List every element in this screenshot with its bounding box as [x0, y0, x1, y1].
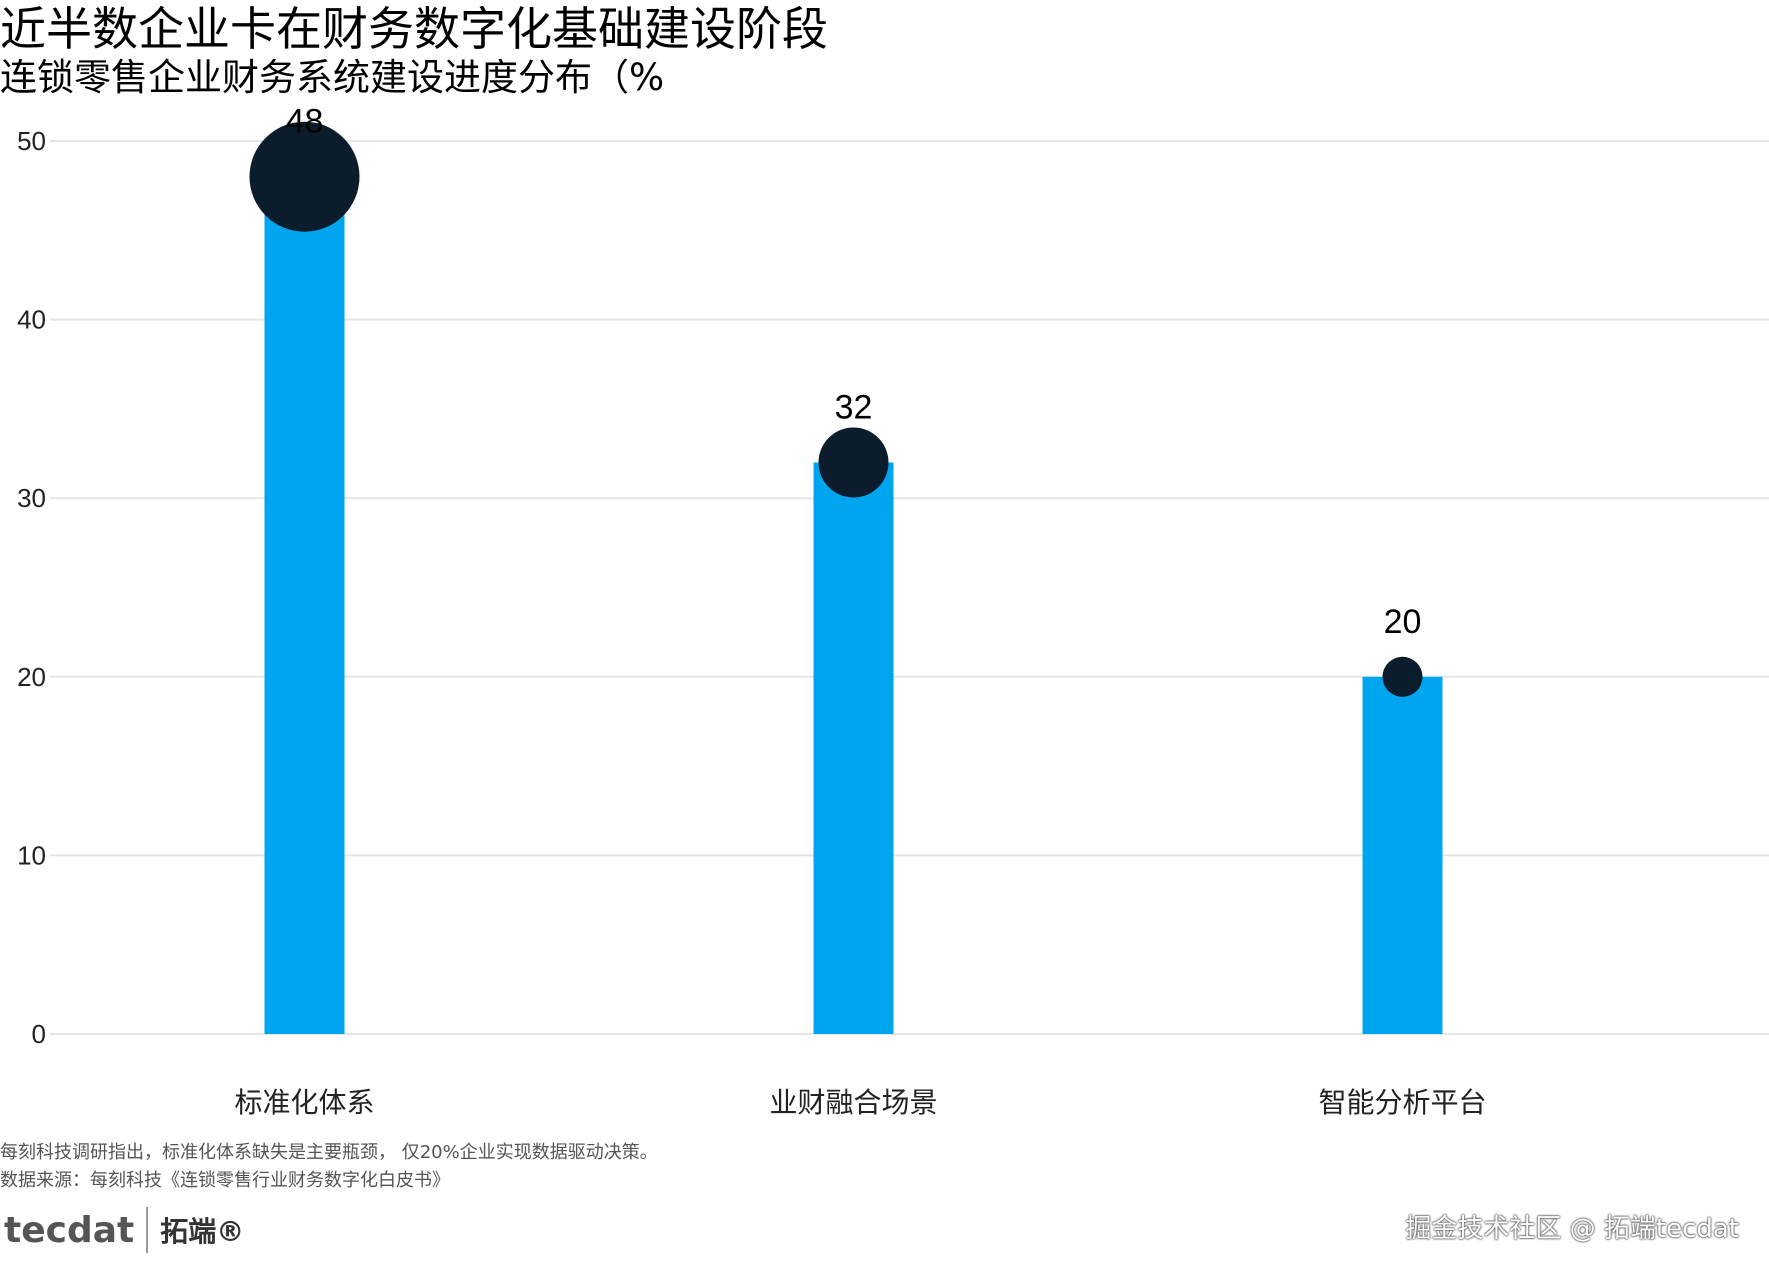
- x-category-label: 标准化体系: [234, 1086, 374, 1119]
- x-category-label: 业财融合场景: [769, 1086, 937, 1119]
- data-labels: 48 32 20: [286, 103, 1422, 641]
- markers: [249, 121, 1423, 697]
- bar-marker: [249, 121, 360, 232]
- data-label: 32: [835, 388, 873, 426]
- bar-marker: [1382, 656, 1423, 697]
- logo-cn-text: 拓端®: [160, 1215, 245, 1248]
- footnote: 每刻科技调研指出，标准化体系缺失是主要瓶颈， 仅20%企业实现数据驱动决策。: [0, 1142, 658, 1163]
- chart-subtitle: 连锁零售企业财务系统建设进度分布（%: [0, 56, 665, 99]
- tecdat-logo-icon: tecdat: [0, 1205, 134, 1264]
- y-tick-label: 10: [17, 840, 46, 870]
- data-label: 48: [286, 103, 324, 141]
- brand-logo: tecdat 拓端®: [0, 1198, 245, 1264]
- bar-chart: 0 10 20 30 40 50 48 32 20 标准化体系 业财融合场景 智能分析平台: [17, 103, 1769, 1119]
- bar: [264, 176, 345, 1035]
- y-axis-ticks: 0 10 20 30 40 50: [17, 126, 46, 1049]
- data-label: 20: [1384, 603, 1422, 641]
- logo-divider: [146, 1207, 149, 1253]
- bars: [264, 176, 1443, 1035]
- bar: [813, 462, 894, 1035]
- chart-title: 近半数企业卡在财务数字化基础建设阶段: [0, 2, 828, 56]
- y-tick-label: 50: [17, 126, 46, 156]
- x-category-label: 智能分析平台: [1318, 1086, 1486, 1119]
- source-note: 数据来源：每刻科技《连锁零售行业财务数字化白皮书》: [0, 1170, 450, 1191]
- bar-marker: [818, 427, 889, 498]
- y-tick-label: 30: [17, 483, 46, 513]
- bar: [1362, 676, 1443, 1034]
- y-tick-label: 40: [17, 305, 46, 335]
- y-tick-label: 20: [17, 662, 46, 692]
- watermark: 掘金技术社区 @ 拓端tecdat: [1405, 1214, 1739, 1244]
- x-axis-categories: 标准化体系 业财融合场景 智能分析平台: [234, 1086, 1486, 1119]
- y-tick-label: 0: [32, 1019, 46, 1049]
